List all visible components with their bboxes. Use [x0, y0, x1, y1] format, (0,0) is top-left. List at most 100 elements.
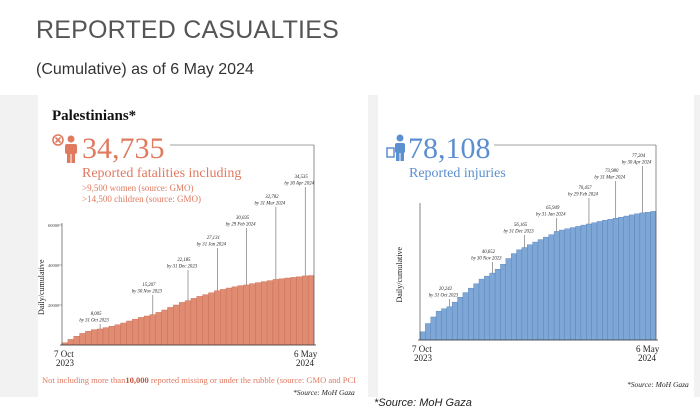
bar: [468, 287, 474, 341]
x-start-year: 2023: [56, 358, 75, 368]
page-subtitle: (Cumulative) as of 6 May 2024: [36, 61, 254, 78]
bar: [548, 234, 555, 341]
bar: [580, 224, 587, 341]
bar: [628, 214, 635, 341]
bar: [645, 212, 651, 341]
bar: [618, 216, 625, 341]
annotation-value: 8,005: [91, 312, 102, 317]
bar: [564, 228, 571, 341]
bar: [586, 223, 592, 341]
bar: [494, 269, 501, 341]
bar: [596, 221, 603, 341]
annotation-value: 56,165: [514, 223, 528, 228]
annotation-value: 27,131: [207, 236, 220, 241]
y-axis-label: Daily/cumulative: [37, 259, 46, 315]
women-note: >9,500 women (source: GMO): [82, 183, 194, 193]
fatalities-panel: [38, 95, 368, 397]
bar: [602, 220, 608, 341]
x-end-label: 6 May: [294, 349, 318, 359]
bar: [505, 258, 512, 341]
annotation-date: by 30 Nov 2023: [132, 290, 163, 295]
annotation-value: 73,980: [605, 169, 619, 174]
x-end-label: 6 May: [636, 344, 660, 354]
bar: [639, 212, 646, 341]
annotation-value: 32,782: [265, 195, 279, 200]
bar: [559, 229, 566, 341]
bar: [457, 296, 464, 341]
annotation-date: by 30 Apr 2024: [622, 161, 652, 166]
bar: [650, 211, 657, 341]
x-start-year: 2023: [414, 353, 433, 363]
bar: [607, 218, 614, 341]
children-note: >14,500 children (source: GMO): [82, 194, 202, 204]
left-source: *Source: MoH Gaza: [293, 388, 355, 397]
annotation-date: by 31 Jan 2024: [536, 213, 566, 218]
bar: [451, 301, 458, 341]
injuries-total: 78,108: [408, 132, 491, 165]
bar: [446, 306, 453, 341]
missing-footnote: Not including more than10,000 reported m…: [42, 375, 356, 385]
y-tick-label: 40000: [48, 263, 60, 268]
y-tick-label: 20000: [48, 303, 60, 308]
bar: [575, 226, 582, 341]
bar: [623, 215, 630, 341]
y-axis-label: Daily/cumulative: [395, 247, 404, 303]
person-injured-icon: [386, 134, 405, 161]
bar: [478, 278, 485, 341]
page-title: REPORTED CASUALTIES: [36, 16, 339, 44]
annotation-date: by 29 Feb 2024: [568, 193, 599, 198]
bar: [537, 239, 544, 341]
bar: [569, 227, 576, 341]
bar: [425, 323, 431, 341]
annotation-value: 77,204: [632, 154, 646, 159]
annotation-value: 34,535: [295, 175, 309, 180]
bar: [489, 272, 496, 341]
annotation-date: by 30 Apr 2024: [284, 182, 314, 187]
bar: [521, 247, 528, 341]
annotation-date: by 31 Oct 2023: [429, 294, 459, 299]
annotation-value: 40,652: [482, 250, 496, 255]
x-end-year: 2024: [296, 358, 315, 368]
bar: [430, 316, 437, 341]
bar: [462, 292, 469, 341]
annotation-date: by 31 Dec 2023: [503, 230, 534, 235]
annotation-date: by 29 Feb 2024: [226, 223, 257, 228]
annotation-date: by 31 Mar 2024: [594, 176, 625, 181]
annotation-date: by 31 Mar 2024: [255, 202, 286, 207]
right-source: *Source: MoH Gaza: [627, 380, 689, 389]
annotation-value: 20,242: [439, 287, 453, 292]
x-start-label: 7 Oct: [412, 344, 432, 354]
injuries-lead: Reported injuries: [409, 166, 506, 181]
bar: [435, 310, 442, 341]
bar: [591, 222, 598, 341]
annotation-value: 22,185: [177, 258, 191, 263]
x-end-year: 2024: [638, 353, 657, 363]
annotation-date: by 30 Nov 2023: [471, 257, 502, 262]
bar: [527, 244, 533, 341]
bar: [553, 231, 560, 341]
bottom-source: *Source: MoH Gaza: [374, 397, 472, 409]
bar: [532, 241, 539, 341]
annotation-value: 65,949: [546, 206, 560, 211]
bar: [419, 331, 426, 341]
bar: [634, 213, 641, 341]
fatalities-lead: Reported fatalities including: [82, 166, 242, 181]
annotation-date: by 31 Jan 2024: [197, 243, 227, 248]
bar: [473, 283, 480, 341]
fatalities-total: 34,735: [82, 132, 165, 165]
annotation-date: by 31 Oct 2023: [79, 319, 109, 324]
annotation-value: 30,035: [236, 216, 250, 221]
bar: [516, 249, 523, 341]
person-fatality-icon: [52, 134, 77, 163]
y-tick-label: 60000: [48, 223, 60, 228]
annotation-date: by 31 Dec 2023: [167, 265, 198, 270]
bar: [484, 275, 490, 341]
x-start-label: 7 Oct: [54, 349, 74, 359]
bar: [441, 308, 448, 341]
bar: [612, 218, 619, 341]
annotation-value: 15,207: [142, 283, 156, 288]
annotation-value: 70,457: [578, 186, 592, 191]
bar: [543, 236, 549, 341]
